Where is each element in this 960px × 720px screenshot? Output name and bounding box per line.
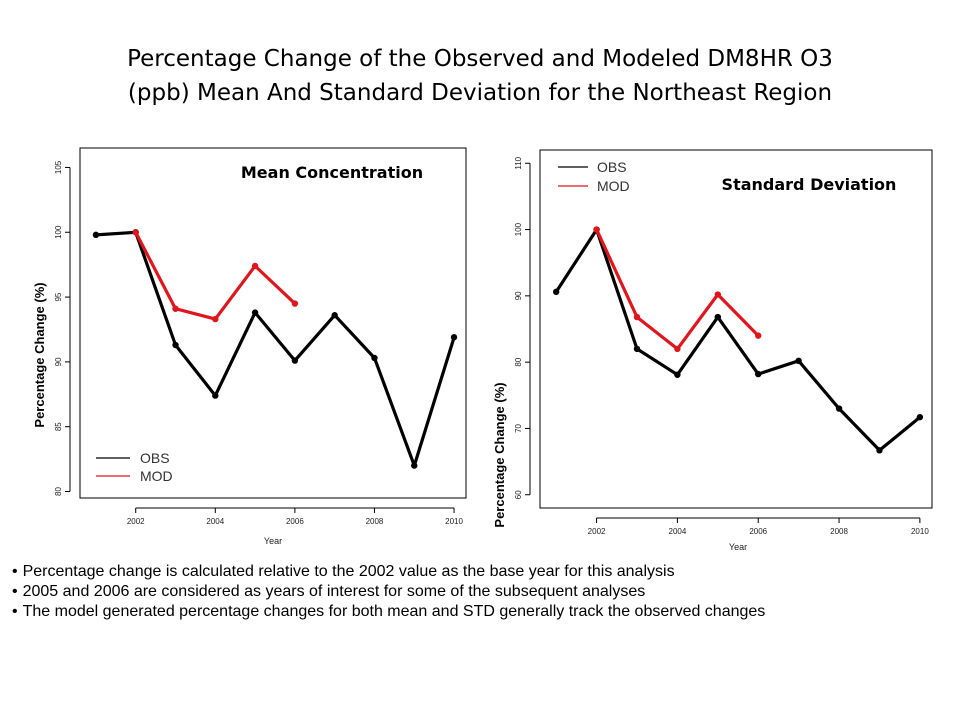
mod-data-point bbox=[714, 291, 722, 298]
obs-data-point bbox=[755, 370, 762, 378]
x-tick-label: 2006 bbox=[286, 517, 304, 526]
mod-data-point bbox=[172, 305, 179, 312]
x-tick-label: 2002 bbox=[588, 527, 606, 536]
y-tick-label: 110 bbox=[514, 156, 523, 169]
chart-title: Mean Concentration bbox=[241, 163, 423, 182]
mod-series-line bbox=[134, 231, 296, 321]
legend: OBS MOD bbox=[96, 450, 173, 484]
obs-series-line bbox=[554, 227, 921, 452]
mod-data-point bbox=[132, 229, 139, 236]
obs-data-point bbox=[552, 288, 560, 296]
obs-data-point bbox=[92, 231, 100, 239]
y-tick-label: 80 bbox=[514, 357, 523, 366]
y-tick-label: 105 bbox=[54, 160, 63, 174]
x-tick-label: 2006 bbox=[749, 527, 767, 536]
obs-data-point bbox=[172, 341, 179, 349]
mod-data-point bbox=[251, 262, 259, 270]
mean-concentration-chart: Mean Concentration Percentage Change (%)… bbox=[32, 147, 467, 546]
obs-data-point bbox=[251, 309, 259, 316]
x-axis: 2002 2004 2006 2008 2010 bbox=[588, 517, 929, 536]
obs-data-point bbox=[450, 334, 458, 341]
y-axis-label: Percentage Change (%) bbox=[32, 282, 47, 427]
slide-title-line-1: Percentage Change of the Observed and Mo… bbox=[127, 46, 833, 72]
x-tick-label: 2008 bbox=[830, 527, 848, 536]
y-tick-label: 85 bbox=[54, 422, 63, 431]
slide-title: Percentage Change of the Observed and Mo… bbox=[40, 42, 920, 110]
standard-deviation-chart: Standard Deviation Percentage Change (%)… bbox=[492, 149, 933, 552]
note-item: 2005 and 2006 are considered as years of… bbox=[12, 582, 942, 602]
x-axis: 2002 2004 2006 2008 2010 bbox=[127, 507, 464, 526]
obs-data-point bbox=[916, 413, 924, 421]
y-tick-label: 70 bbox=[514, 423, 523, 432]
y-tick-label: 95 bbox=[54, 292, 63, 301]
y-tick-label: 90 bbox=[54, 357, 63, 366]
obs-data-point bbox=[411, 462, 418, 469]
mod-data-point bbox=[674, 345, 681, 353]
legend-mod-label: MOD bbox=[140, 468, 173, 484]
mod-data-point bbox=[593, 226, 600, 233]
legend-mod-label: MOD bbox=[597, 178, 630, 194]
legend-obs-label: OBS bbox=[597, 159, 627, 175]
plot-frame bbox=[539, 149, 933, 509]
mod-data-point bbox=[291, 300, 299, 307]
obs-data-point bbox=[795, 357, 802, 365]
legend: OBS MOD bbox=[558, 159, 630, 194]
obs-data-point bbox=[674, 371, 681, 378]
y-tick-label: 80 bbox=[54, 487, 63, 496]
x-tick-label: 2004 bbox=[206, 517, 224, 526]
x-tick-label: 2008 bbox=[366, 517, 384, 526]
y-tick-label: 100 bbox=[54, 225, 63, 239]
x-tick-label: 2004 bbox=[669, 527, 687, 536]
slide-title-line-2: (ppb) Mean And Standard Deviation for th… bbox=[127, 80, 833, 106]
obs-data-point bbox=[291, 357, 299, 364]
x-tick-label: 2010 bbox=[911, 527, 929, 536]
obs-data-point bbox=[835, 405, 843, 412]
y-axis-label: Percentage Change (%) bbox=[492, 382, 507, 527]
y-axis: 60 70 80 90 100 110 bbox=[514, 156, 531, 499]
obs-data-point bbox=[331, 312, 338, 319]
y-tick-label: 100 bbox=[514, 222, 523, 236]
note-item: Percentage change is calculated relative… bbox=[12, 562, 942, 582]
y-tick-label: 90 bbox=[514, 291, 523, 300]
mod-data-point bbox=[212, 315, 219, 323]
obs-data-point bbox=[212, 392, 219, 399]
y-axis: 80 85 90 95 100 105 bbox=[54, 160, 71, 496]
mod-data-point bbox=[755, 332, 762, 339]
y-tick-label: 60 bbox=[514, 490, 523, 499]
x-axis-label: Year bbox=[264, 536, 282, 546]
mod-series-line bbox=[595, 228, 760, 351]
x-tick-label: 2010 bbox=[445, 517, 463, 526]
notes-list: Percentage change is calculated relative… bbox=[12, 562, 942, 622]
series-lines bbox=[552, 226, 924, 454]
x-tick-label: 2002 bbox=[127, 517, 145, 526]
obs-data-point bbox=[371, 354, 378, 362]
chart-title: Standard Deviation bbox=[722, 175, 897, 194]
obs-data-point bbox=[633, 345, 641, 353]
obs-data-point bbox=[876, 447, 883, 454]
legend-obs-label: OBS bbox=[140, 450, 170, 466]
note-item: The model generated percentage changes f… bbox=[12, 602, 942, 622]
series-lines bbox=[92, 229, 458, 469]
obs-series-line bbox=[95, 230, 456, 468]
mod-data-point bbox=[633, 313, 641, 321]
plot-frame bbox=[79, 147, 467, 499]
obs-data-point bbox=[714, 313, 722, 321]
x-axis-label: Year bbox=[729, 542, 747, 552]
